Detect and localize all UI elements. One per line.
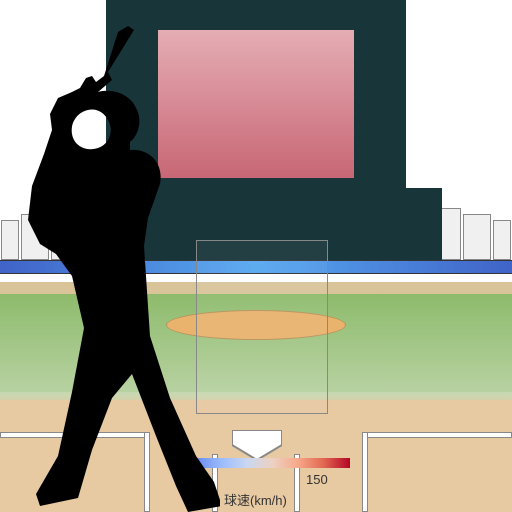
stand-segment [463,214,491,260]
stand-segment [493,220,511,260]
legend-axis-label: 球速(km/h) [224,490,287,509]
batters-box-line [362,432,368,512]
batter-silhouette [0,26,220,512]
baseball-pitch-scene: 100 150 球速(km/h) [0,0,512,512]
home-plate [232,430,282,460]
batters-box-line [362,432,512,438]
legend-tick-150: 150 [306,472,328,487]
